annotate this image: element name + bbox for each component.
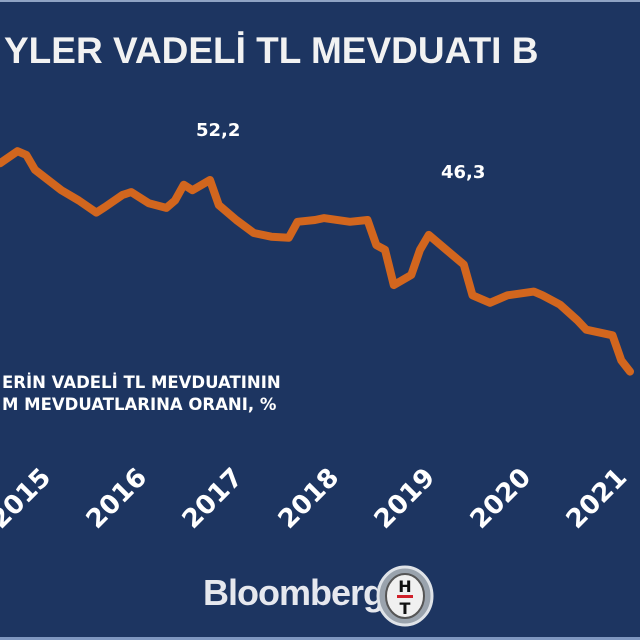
data-point-2019-01 bbox=[416, 246, 424, 254]
data-point-2019-04 bbox=[442, 246, 450, 254]
svg-text:H: H bbox=[398, 577, 411, 596]
data-point-2015-01 bbox=[0, 159, 4, 167]
data-point-2018-05 bbox=[346, 218, 354, 226]
data-point-2017-11 bbox=[294, 218, 301, 226]
data-point-2019-09 bbox=[486, 299, 494, 307]
data-point-2019-02 bbox=[425, 231, 433, 239]
data-point-2015-10 bbox=[75, 196, 83, 204]
svg-text:T: T bbox=[400, 599, 411, 618]
bottom-border bbox=[0, 637, 640, 640]
data-point-2016-10 bbox=[180, 181, 188, 189]
data-point-2016-04 bbox=[127, 188, 135, 196]
ht-logo-icon: H T bbox=[376, 565, 434, 627]
data-point-2019-07 bbox=[469, 291, 476, 299]
data-point-2018-12 bbox=[407, 271, 415, 279]
data-point-2018-09 bbox=[381, 246, 389, 254]
data-point-2017-01 bbox=[206, 176, 214, 184]
bloomberg-logo: Bloomberg bbox=[203, 572, 385, 613]
data-point-2017-02 bbox=[215, 201, 223, 209]
data-point-2016-06 bbox=[145, 199, 153, 207]
data-point-2015-12 bbox=[92, 209, 100, 217]
data-point-2015-04 bbox=[22, 151, 30, 159]
data-point-2015-05 bbox=[31, 166, 39, 174]
data-point-2016-08 bbox=[162, 204, 170, 212]
data-point-2020-12 bbox=[617, 356, 625, 364]
subtitle-line-1: ERİN VADELİ TL MEVDUATININ bbox=[2, 373, 281, 392]
data-point-2020-11 bbox=[609, 331, 616, 339]
data-point-2020-03 bbox=[539, 291, 546, 299]
data-point-2018-07 bbox=[364, 216, 371, 224]
data-point-2016-03 bbox=[119, 191, 126, 199]
annotation-peak-2019: 46,3 bbox=[441, 162, 486, 183]
data-point-2020-07 bbox=[574, 316, 581, 324]
data-point-2017-08 bbox=[267, 233, 275, 241]
data-point-2018-10 bbox=[390, 281, 398, 289]
series-line bbox=[0, 147, 634, 376]
data-point-2016-09 bbox=[171, 196, 179, 204]
data-point-2021-01 bbox=[626, 368, 634, 376]
data-point-2018-08 bbox=[372, 241, 380, 249]
data-point-2020-08 bbox=[582, 326, 590, 334]
data-point-2017-10 bbox=[285, 234, 293, 242]
data-point-2019-06 bbox=[460, 261, 468, 269]
data-point-2016-11 bbox=[189, 186, 196, 194]
top-border bbox=[0, 0, 640, 2]
data-point-2017-04 bbox=[232, 216, 240, 224]
data-point-2016-01 bbox=[101, 203, 109, 211]
data-point-2018-01 bbox=[311, 216, 319, 224]
data-point-2020-05 bbox=[556, 301, 564, 309]
data-point-2018-02 bbox=[320, 214, 328, 222]
data-point-2020-02 bbox=[530, 288, 538, 296]
chart-title: YLER VADELİ TL MEVDUATI B bbox=[4, 30, 539, 71]
data-point-2017-06 bbox=[250, 229, 258, 237]
annotation-peak-2017: 52,2 bbox=[196, 120, 241, 141]
subtitle-line-2: M MEVDUATLARINA ORANI, % bbox=[2, 395, 277, 414]
data-point-2015-08 bbox=[57, 186, 65, 194]
data-point-2019-11 bbox=[504, 291, 511, 299]
data-point-2015-03 bbox=[14, 147, 21, 155]
